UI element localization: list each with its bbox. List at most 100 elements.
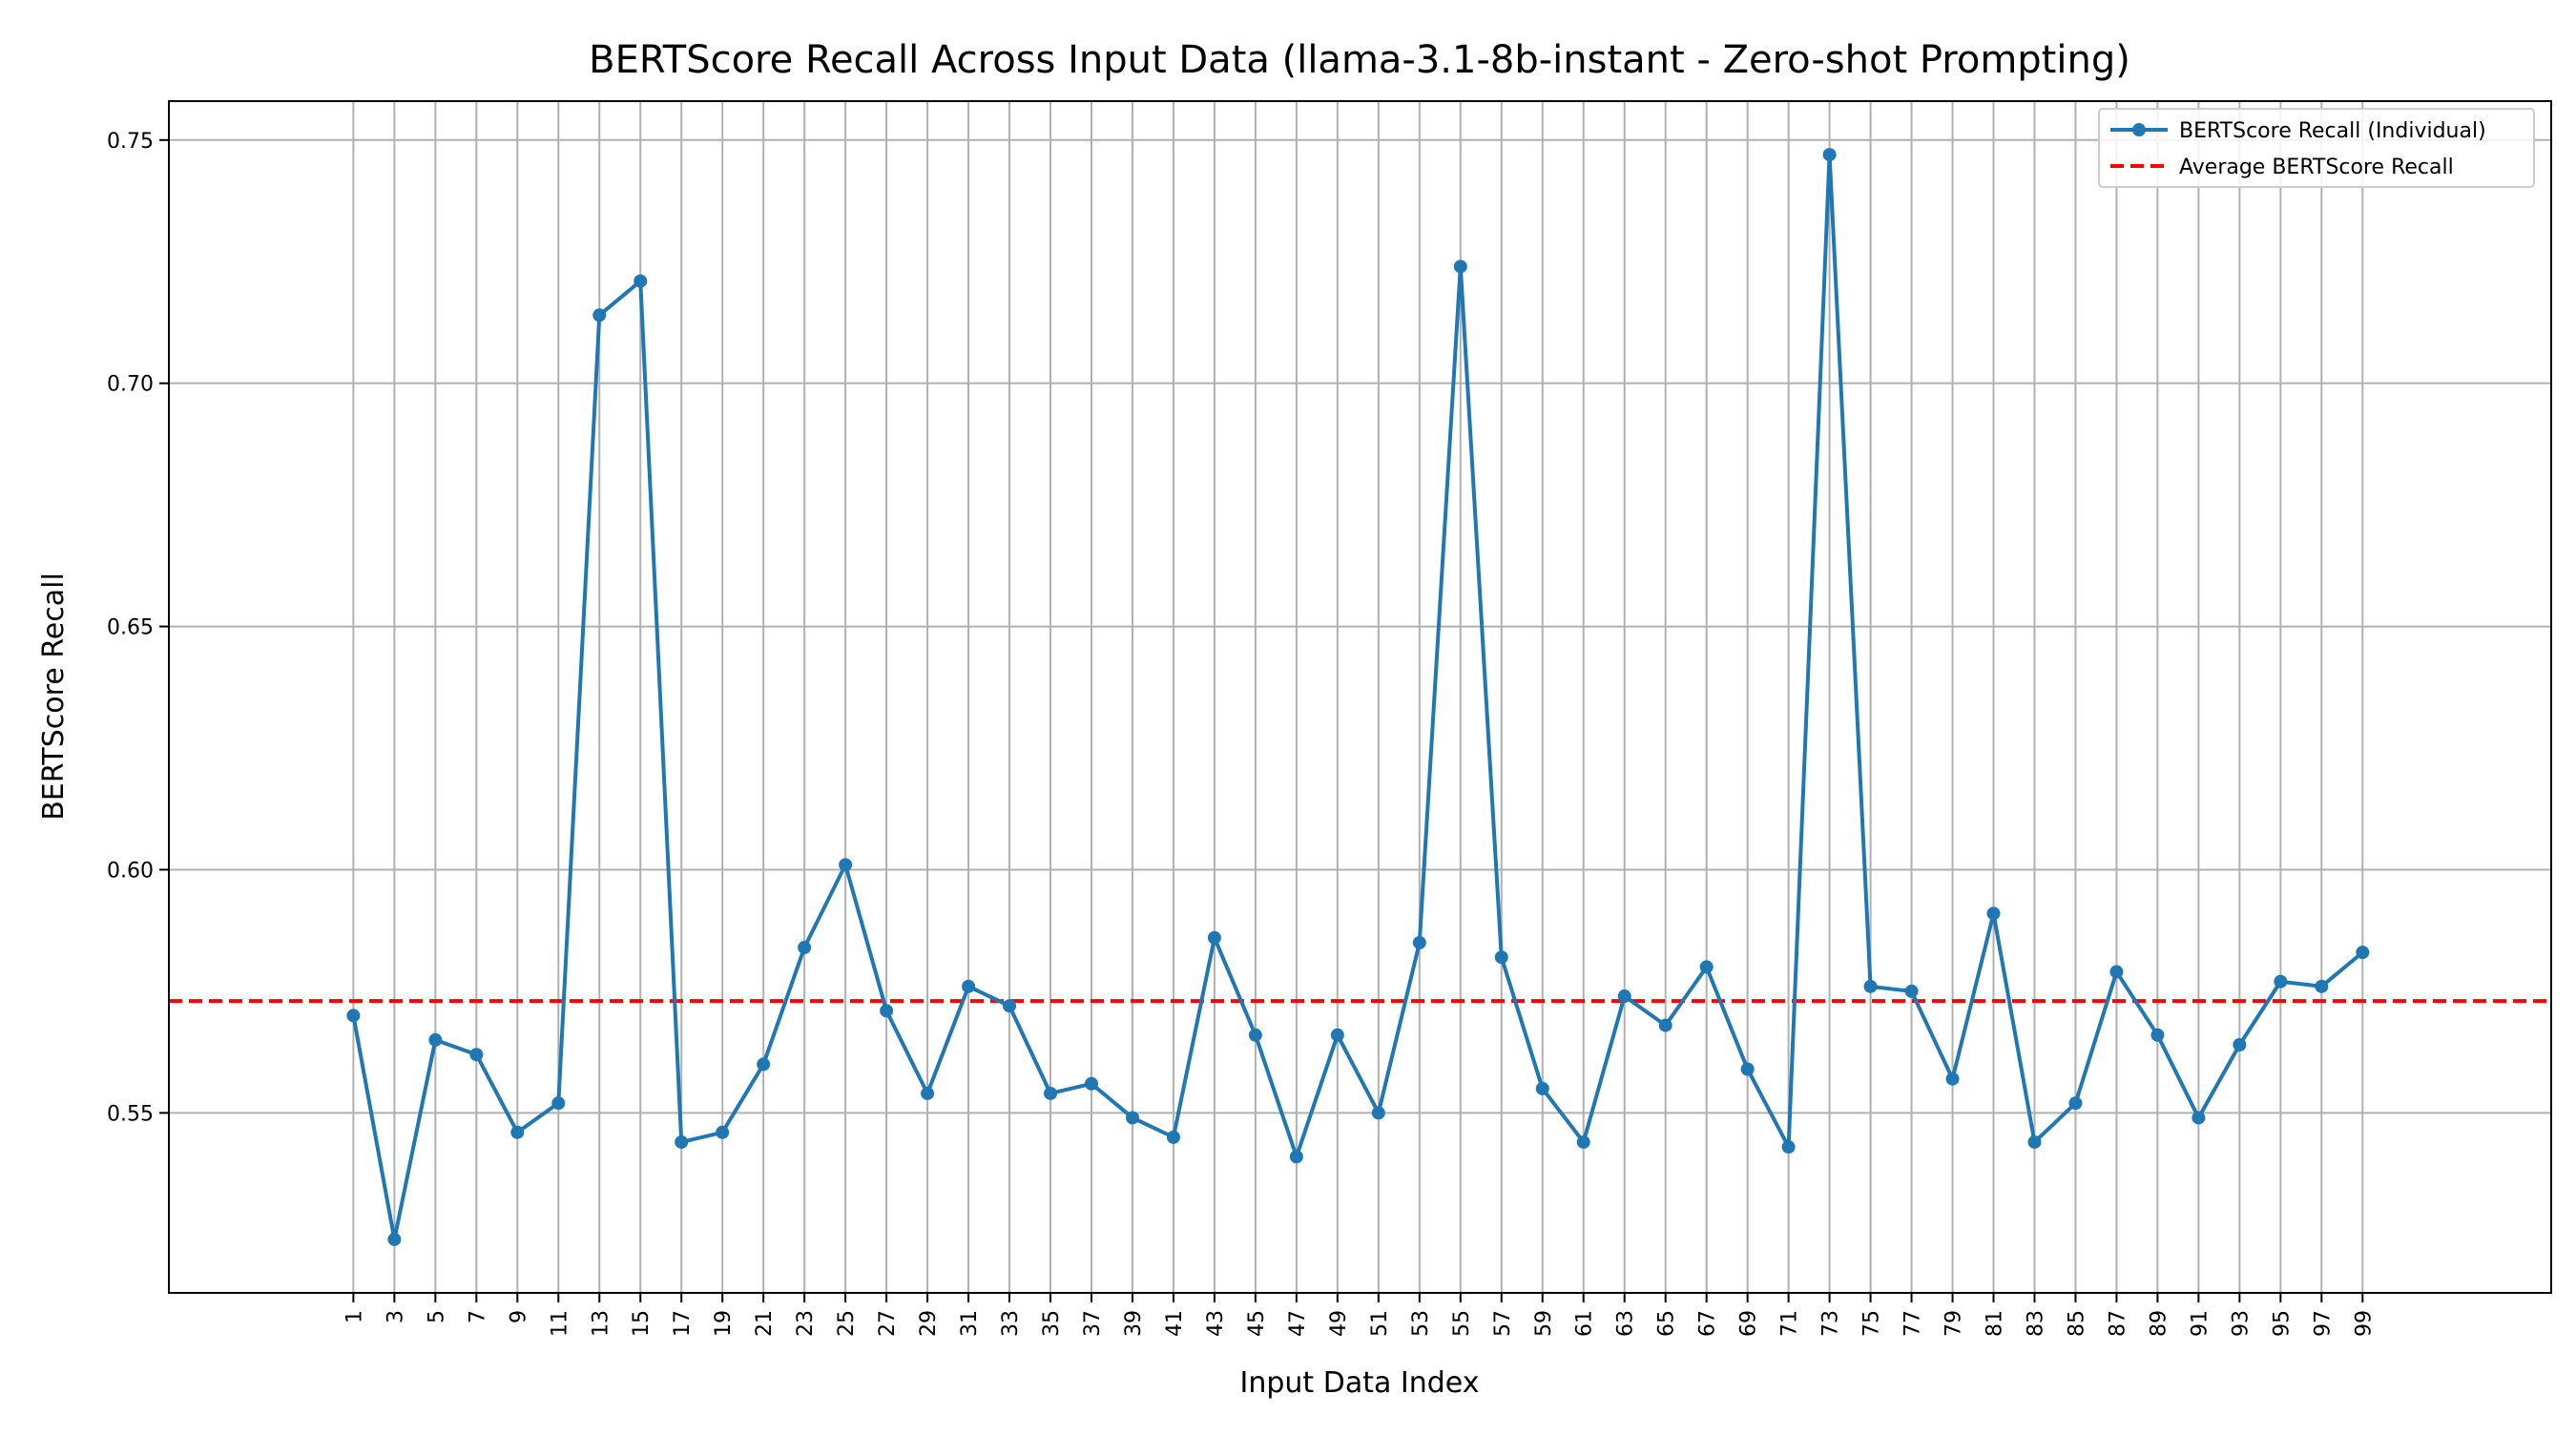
data-point xyxy=(1412,935,1426,949)
ticks: 1 3 5 7 9 11 13 15 17 19 21 23 25 27 29 31 33 35 37 39 41 43 4… xyxy=(107,130,2376,1337)
legend-box xyxy=(2098,108,2535,188)
legend-label-average: Average BERTScore Recall xyxy=(2179,156,2454,179)
x-tick-label: 37 xyxy=(1081,1310,1105,1337)
x-tick-label: 13 xyxy=(589,1310,613,1337)
x-tick-label: 55 xyxy=(1450,1310,1474,1337)
data-point xyxy=(1371,1106,1385,1120)
chart-title: BERTScore Recall Across Input Data (llam… xyxy=(589,38,2130,82)
x-tick-label: 79 xyxy=(1942,1310,1966,1337)
x-tick-label: 21 xyxy=(753,1310,777,1337)
x-axis-label: Input Data Index xyxy=(1240,1366,1480,1400)
x-tick-label: 41 xyxy=(1163,1310,1187,1337)
x-tick-label: 17 xyxy=(671,1310,695,1337)
x-tick-label: 47 xyxy=(1286,1310,1310,1337)
data-point xyxy=(634,274,648,288)
data-point xyxy=(1494,950,1508,965)
data-point xyxy=(716,1125,730,1139)
data-point xyxy=(2233,1038,2247,1052)
y-axis-label: BERTScore Recall xyxy=(37,572,71,821)
data-point xyxy=(880,1004,894,1018)
x-tick-label: 85 xyxy=(2065,1310,2088,1337)
data-point xyxy=(1003,999,1017,1013)
x-tick-label: 15 xyxy=(630,1310,654,1337)
data-point xyxy=(2274,974,2288,989)
x-tick-label: 61 xyxy=(1573,1310,1597,1337)
x-tick-label: 43 xyxy=(1204,1310,1228,1337)
legend-marker-individual xyxy=(2132,123,2146,136)
y-tick-label: 0.70 xyxy=(107,373,154,397)
data-point xyxy=(1044,1086,1058,1100)
data-point xyxy=(1699,960,1714,974)
data-point xyxy=(2356,946,2370,960)
x-tick-label: 33 xyxy=(999,1310,1023,1337)
data-point xyxy=(592,308,607,323)
x-tick-label: 83 xyxy=(2024,1310,2047,1337)
x-tick-label: 1 xyxy=(343,1310,366,1323)
data-point xyxy=(2109,965,2124,979)
x-tick-label: 53 xyxy=(1409,1310,1433,1337)
x-tick-label: 71 xyxy=(1778,1310,1802,1337)
data-point xyxy=(1658,1018,1672,1032)
data-point xyxy=(1822,148,1837,162)
data-point xyxy=(839,858,853,872)
data-point xyxy=(510,1125,525,1139)
data-point xyxy=(1945,1072,1960,1086)
x-tick-label: 77 xyxy=(1901,1310,1925,1337)
grid xyxy=(169,101,2551,1293)
x-tick-label: 5 xyxy=(425,1310,448,1323)
data-point xyxy=(757,1057,771,1072)
x-tick-label: 65 xyxy=(1655,1310,1679,1337)
data-point xyxy=(1166,1130,1180,1144)
x-tick-label: 45 xyxy=(1245,1310,1269,1337)
data-point xyxy=(675,1134,689,1149)
data-point xyxy=(1986,906,2001,921)
x-tick-label: 99 xyxy=(2352,1310,2376,1337)
x-tick-label: 23 xyxy=(794,1310,818,1337)
series-line-individual xyxy=(351,153,2364,1241)
data-point xyxy=(469,1048,484,1062)
x-tick-label: 73 xyxy=(1819,1310,1843,1337)
x-tick-label: 59 xyxy=(1532,1310,1556,1337)
x-tick-label: 81 xyxy=(1984,1310,2007,1337)
legend-label-individual: BERTScore Recall (Individual) xyxy=(2179,119,2486,143)
x-tick-label: 31 xyxy=(958,1310,982,1337)
y-tick-label: 0.60 xyxy=(107,859,154,883)
y-tick-label: 0.55 xyxy=(107,1102,154,1126)
data-point xyxy=(2150,1028,2165,1042)
data-point xyxy=(2315,979,2329,993)
data-point xyxy=(1330,1028,1344,1042)
x-tick-label: 3 xyxy=(384,1310,407,1323)
data-point xyxy=(1535,1081,1549,1095)
data-point xyxy=(1781,1140,1796,1155)
x-tick-label: 91 xyxy=(2188,1310,2212,1337)
x-tick-label: 35 xyxy=(1040,1310,1064,1337)
data-point xyxy=(962,979,976,993)
data-point xyxy=(1453,260,1467,274)
data-point xyxy=(428,1032,443,1047)
x-tick-label: 57 xyxy=(1491,1310,1515,1337)
data-point xyxy=(387,1232,402,1246)
data-point xyxy=(1207,930,1221,945)
data-point xyxy=(1084,1076,1098,1091)
x-tick-label: 69 xyxy=(1737,1310,1761,1337)
data-point xyxy=(1576,1134,1590,1149)
x-tick-label: 11 xyxy=(548,1310,571,1337)
data-point xyxy=(1863,979,1878,993)
x-tick-label: 7 xyxy=(466,1310,489,1323)
plot-frame xyxy=(168,100,2552,1294)
y-tick-label: 0.65 xyxy=(107,616,154,640)
x-tick-label: 9 xyxy=(507,1310,530,1323)
y-tick-label: 0.75 xyxy=(107,130,154,154)
data-point xyxy=(346,1009,361,1023)
x-tick-label: 49 xyxy=(1327,1310,1351,1337)
data-point xyxy=(1740,1062,1755,1076)
x-tick-label: 67 xyxy=(1696,1310,1720,1337)
x-tick-label: 97 xyxy=(2311,1310,2335,1337)
x-tick-label: 95 xyxy=(2270,1310,2294,1337)
x-tick-label: 75 xyxy=(1860,1310,1884,1337)
data-point xyxy=(551,1096,566,1111)
x-tick-label: 27 xyxy=(876,1310,900,1337)
